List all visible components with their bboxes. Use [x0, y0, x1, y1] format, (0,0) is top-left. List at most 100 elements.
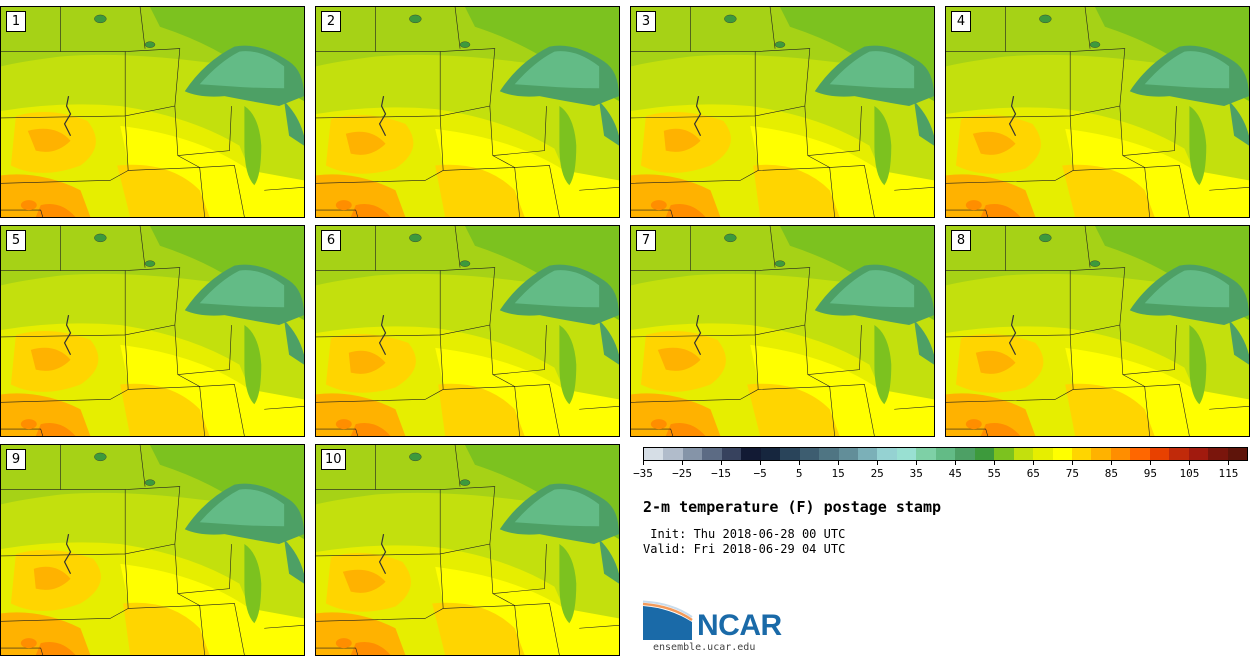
colorbar-tick-label: 45: [948, 467, 962, 480]
colorbar-swatch: [1227, 448, 1248, 460]
colorbar-swatch: [1130, 448, 1150, 460]
colorbar-tick: [1150, 461, 1152, 465]
ensemble-member-panel-3: 3: [630, 6, 935, 218]
colorbar-swatch: [1208, 448, 1228, 460]
colorbar-tick: [955, 461, 957, 465]
temperature-map: [631, 7, 934, 217]
colorbar-swatch: [896, 448, 917, 460]
colorbar-tick-label: −15: [711, 467, 731, 480]
colorbar-tick-label: 5: [795, 467, 803, 480]
colorbar-swatch: [838, 448, 858, 460]
colorbar-swatch: [1013, 448, 1034, 460]
colorbar-swatch: [780, 448, 800, 460]
colorbar-tick: [1189, 461, 1191, 465]
ensemble-member-panel-10: 10: [315, 444, 620, 656]
colorbar-swatch: [799, 448, 820, 460]
colorbar-swatch: [1149, 448, 1170, 460]
temperature-map: [946, 226, 1249, 436]
colorbar-swatch: [721, 448, 742, 460]
member-label: 2: [321, 11, 341, 32]
member-label: 6: [321, 230, 341, 251]
chart-title: 2-m temperature (F) postage stamp: [643, 498, 942, 516]
member-label: 10: [321, 449, 346, 470]
colorbar-swatch: [994, 448, 1014, 460]
colorbar-tick-label: 115: [1218, 467, 1239, 480]
colorbar-swatch: [644, 448, 664, 460]
member-label: 5: [6, 230, 26, 251]
colorbar-swatch: [857, 448, 878, 460]
temperature-map: [1, 226, 304, 436]
member-label: 1: [6, 11, 26, 32]
colorbar-tick-label: 65: [1026, 467, 1040, 480]
colorbar-tick: [682, 461, 684, 465]
colorbar-tick-label: 55: [987, 467, 1001, 480]
temperature-map: [1, 7, 304, 217]
member-label: 9: [6, 449, 26, 470]
colorbar-swatch: [877, 448, 897, 460]
colorbar-tick: [643, 461, 644, 465]
colorbar-swatch: [1071, 448, 1092, 460]
colorbar-tick: [916, 461, 918, 465]
colorbar-swatch: [741, 448, 761, 460]
temperature-map: [316, 445, 619, 655]
site-url: ensemble.ucar.edu: [653, 642, 756, 653]
temperature-map: [946, 7, 1249, 217]
colorbar-swatch: [1091, 448, 1111, 460]
ensemble-member-panel-1: 1: [0, 6, 305, 218]
colorbar-ticks: −35 −25 −15 −5 5 15 25 35 45 55 65 75 85 95 105 115: [633, 461, 1248, 483]
colorbar-tick-label: −5: [753, 467, 767, 480]
colorbar-tick-label: 15: [831, 467, 845, 480]
colorbar-swatch: [974, 448, 995, 460]
ensemble-member-panel-6: 6: [315, 225, 620, 437]
ensemble-member-panel-8: 8: [945, 225, 1250, 437]
ensemble-member-panel-2: 2: [315, 6, 620, 218]
ensemble-member-panel-7: 7: [630, 225, 935, 437]
valid-time: Valid: Fri 2018-06-29 04 UTC: [643, 542, 846, 556]
member-label: 8: [951, 230, 971, 251]
member-label: 7: [636, 230, 656, 251]
temperature-map: [1, 445, 304, 655]
colorbar-tick-label: 75: [1065, 467, 1079, 480]
colorbar-swatch: [819, 448, 839, 460]
colorbar-tick: [994, 461, 996, 465]
temperature-colorbar: [643, 447, 1248, 461]
colorbar-swatch: [955, 448, 975, 460]
ensemble-member-panel-9: 9: [0, 444, 305, 656]
temperature-map: [316, 7, 619, 217]
member-label: 4: [951, 11, 971, 32]
colorbar-swatch: [663, 448, 683, 460]
colorbar-tick-label: 85: [1104, 467, 1118, 480]
colorbar-tick-label: 35: [909, 467, 923, 480]
colorbar-swatch: [702, 448, 722, 460]
member-label: 3: [636, 11, 656, 32]
colorbar-tick: [721, 461, 723, 465]
colorbar-tick: [799, 461, 801, 465]
colorbar-tick: [1111, 461, 1113, 465]
ensemble-member-panel-4: 4: [945, 6, 1250, 218]
colorbar-swatch: [1052, 448, 1072, 460]
colorbar-tick-label: 95: [1143, 467, 1158, 480]
colorbar-swatch: [682, 448, 703, 460]
colorbar-tick: [838, 461, 840, 465]
colorbar-tick: [877, 461, 879, 465]
ncar-logo-text: NCAR: [697, 609, 782, 642]
ensemble-member-panel-5: 5: [0, 225, 305, 437]
colorbar-tick-label: −25: [672, 467, 692, 480]
colorbar-swatch: [916, 448, 936, 460]
init-time: Init: Thu 2018-06-28 00 UTC: [643, 527, 846, 541]
colorbar-tick: [1072, 461, 1074, 465]
temperature-map: [631, 226, 934, 436]
colorbar-swatch: [935, 448, 956, 460]
colorbar-swatch: [1033, 448, 1053, 460]
colorbar-swatch: [1169, 448, 1189, 460]
colorbar-swatch: [1110, 448, 1131, 460]
temperature-map: [316, 226, 619, 436]
colorbar-tick-label: 25: [870, 467, 884, 480]
colorbar-tick: [760, 461, 762, 465]
colorbar-swatch: [1188, 448, 1209, 460]
colorbar-swatch: [760, 448, 781, 460]
colorbar-tick-label: −35: [633, 467, 653, 480]
colorbar-tick: [1033, 461, 1035, 465]
colorbar-tick: [1228, 461, 1230, 465]
colorbar-tick-label: 105: [1179, 467, 1200, 480]
